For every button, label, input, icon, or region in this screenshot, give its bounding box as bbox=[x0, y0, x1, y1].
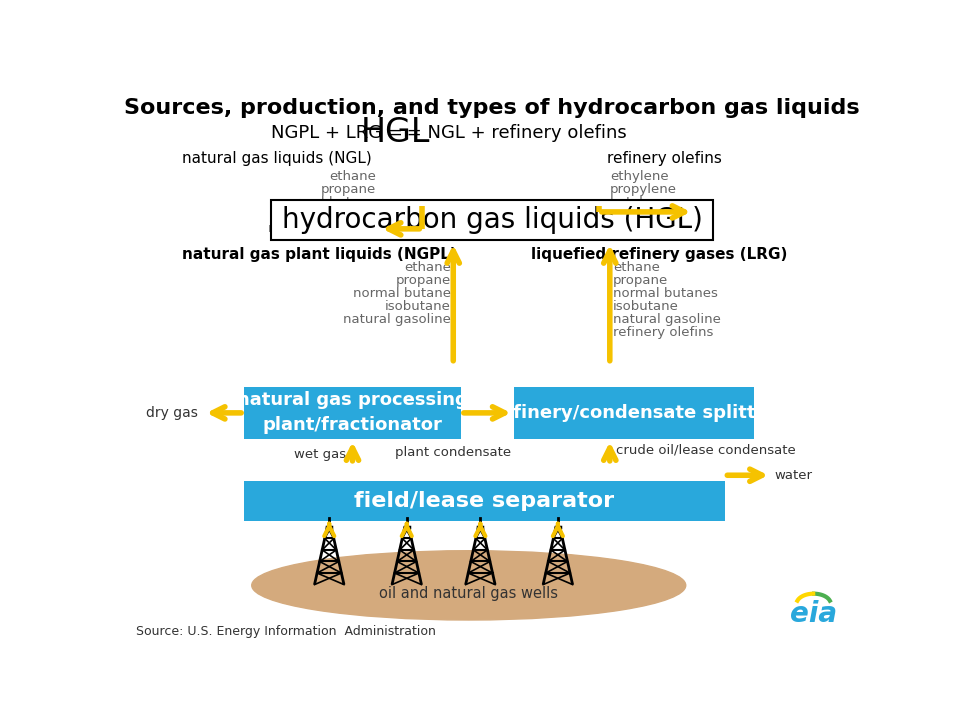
Bar bbox=[244, 482, 725, 521]
Text: ethane: ethane bbox=[404, 261, 451, 274]
Text: butylene: butylene bbox=[610, 196, 669, 210]
Text: HGL: HGL bbox=[360, 116, 430, 149]
Bar bbox=[271, 200, 713, 240]
Text: isobutane: isobutane bbox=[310, 210, 375, 222]
Text: ethylene: ethylene bbox=[610, 170, 668, 183]
Bar bbox=[514, 387, 754, 439]
Text: ethane: ethane bbox=[612, 261, 660, 274]
Text: water: water bbox=[775, 469, 813, 482]
Text: liquefied refinery gases (LRG): liquefied refinery gases (LRG) bbox=[531, 247, 787, 262]
Text: field/lease separator: field/lease separator bbox=[354, 492, 614, 511]
Text: refinery/condensate splitter: refinery/condensate splitter bbox=[492, 404, 776, 422]
Text: normal butane: normal butane bbox=[277, 196, 375, 210]
Text: normal butane: normal butane bbox=[353, 287, 451, 300]
Text: natural gasoline: natural gasoline bbox=[612, 313, 721, 326]
Text: natural gasoline: natural gasoline bbox=[268, 222, 375, 235]
Text: refinery olefins: refinery olefins bbox=[612, 326, 713, 339]
Text: isobutylene: isobutylene bbox=[610, 210, 687, 222]
Text: crude oil/lease condensate: crude oil/lease condensate bbox=[616, 444, 796, 456]
Text: isobutane: isobutane bbox=[612, 300, 679, 313]
Text: eia: eia bbox=[790, 600, 837, 628]
Text: natural gasoline: natural gasoline bbox=[343, 313, 451, 326]
Text: ethane: ethane bbox=[329, 170, 375, 183]
Text: hydrocarbon gas liquids (HGL): hydrocarbon gas liquids (HGL) bbox=[281, 207, 703, 235]
Text: propane: propane bbox=[396, 274, 451, 287]
Text: normal butanes: normal butanes bbox=[612, 287, 718, 300]
Text: propane: propane bbox=[321, 183, 375, 196]
Text: NGPL + LRG =: NGPL + LRG = bbox=[271, 124, 409, 142]
Text: natural gas plant liquids (NGPL): natural gas plant liquids (NGPL) bbox=[182, 247, 457, 262]
Text: dry gas: dry gas bbox=[146, 406, 198, 420]
Text: Sources, production, and types of hydrocarbon gas liquids: Sources, production, and types of hydroc… bbox=[124, 98, 860, 118]
Text: natural gas processing
plant/fractionator: natural gas processing plant/fractionato… bbox=[237, 392, 468, 434]
Ellipse shape bbox=[252, 551, 685, 620]
Text: = NGL + refinery olefins: = NGL + refinery olefins bbox=[400, 124, 626, 142]
Bar bbox=[244, 387, 461, 439]
Text: propylene: propylene bbox=[610, 183, 677, 196]
Text: wet gas: wet gas bbox=[294, 448, 347, 461]
Text: isobutane: isobutane bbox=[385, 300, 451, 313]
Text: refinery olefins: refinery olefins bbox=[607, 151, 722, 166]
Text: oil and natural gas wells: oil and natural gas wells bbox=[379, 585, 559, 600]
Text: Source: U.S. Energy Information  Administration: Source: U.S. Energy Information Administ… bbox=[135, 625, 436, 638]
Text: propane: propane bbox=[612, 274, 668, 287]
Text: plant condensate: plant condensate bbox=[396, 446, 512, 459]
Text: natural gas liquids (NGL): natural gas liquids (NGL) bbox=[182, 151, 372, 166]
